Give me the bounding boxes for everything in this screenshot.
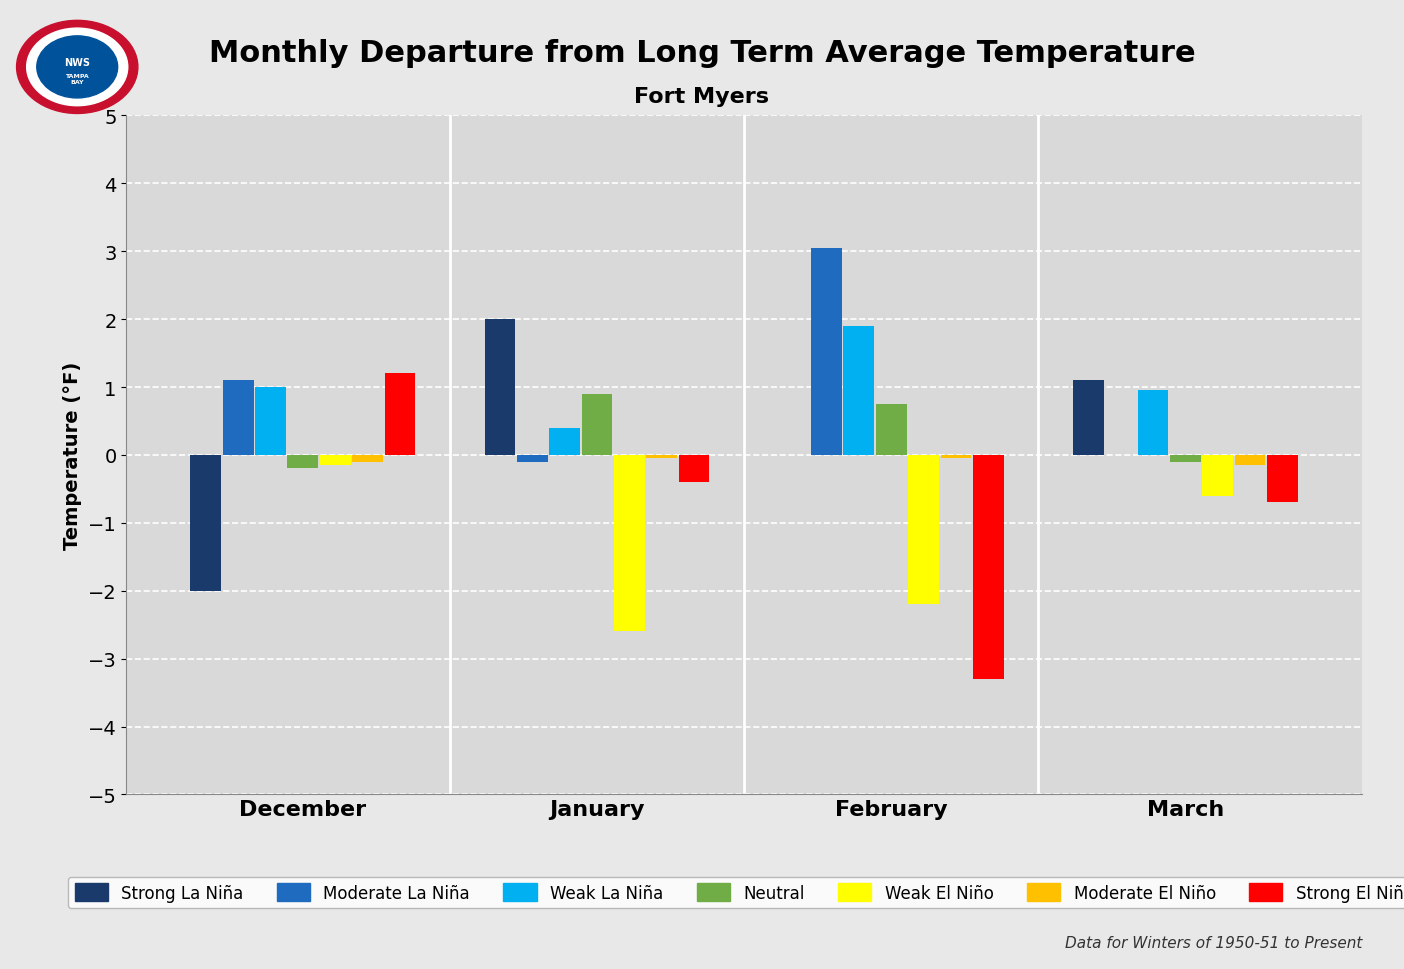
Legend: Strong La Niña, Moderate La Niña, Weak La Niña, Neutral, Weak El Niño, Moderate : Strong La Niña, Moderate La Niña, Weak L…: [67, 877, 1404, 908]
Bar: [1266, 455, 1297, 503]
Bar: [1202, 455, 1233, 496]
Bar: [549, 428, 580, 455]
Text: Monthly Departure from Long Term Average Temperature: Monthly Departure from Long Term Average…: [209, 39, 1195, 68]
Bar: [352, 455, 383, 462]
Text: NWS: NWS: [65, 58, 90, 68]
Circle shape: [37, 37, 118, 99]
Bar: [320, 455, 351, 466]
Bar: [191, 455, 222, 591]
Bar: [1234, 455, 1265, 466]
Bar: [223, 381, 254, 455]
Bar: [1170, 455, 1200, 462]
Bar: [1137, 391, 1168, 455]
Circle shape: [27, 29, 128, 107]
Bar: [908, 455, 939, 605]
Bar: [941, 455, 972, 459]
Bar: [517, 455, 548, 462]
Bar: [973, 455, 1004, 679]
Bar: [844, 327, 875, 455]
Y-axis label: Temperature (°F): Temperature (°F): [63, 361, 83, 549]
Bar: [1073, 381, 1104, 455]
Text: TAMPA
BAY: TAMPA BAY: [66, 74, 88, 85]
Bar: [385, 374, 416, 455]
Bar: [812, 249, 842, 455]
Text: Fort Myers: Fort Myers: [635, 87, 769, 108]
Bar: [288, 455, 319, 469]
Bar: [256, 388, 286, 455]
Circle shape: [17, 21, 138, 114]
Bar: [646, 455, 677, 459]
Text: Data for Winters of 1950-51 to Present: Data for Winters of 1950-51 to Present: [1064, 935, 1362, 950]
Bar: [484, 320, 515, 455]
Bar: [581, 394, 612, 455]
Bar: [876, 405, 907, 455]
Bar: [614, 455, 644, 632]
Bar: [678, 455, 709, 483]
